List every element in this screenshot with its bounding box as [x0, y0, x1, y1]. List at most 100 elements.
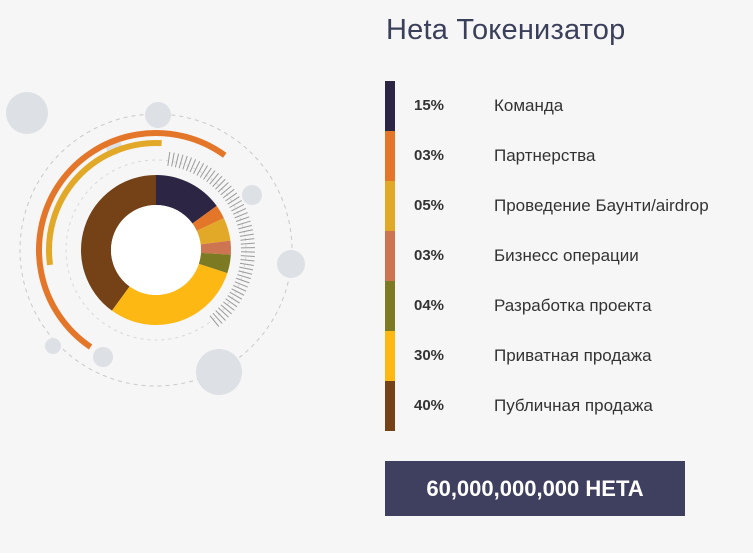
legend-row-team: 15% Команда: [385, 81, 745, 131]
yellow-outer-arc: [46, 140, 162, 266]
donut-chart: [0, 90, 330, 410]
tick: [229, 291, 243, 300]
tick: [182, 155, 188, 170]
tick: [237, 274, 251, 280]
tick: [231, 288, 245, 296]
tick: [223, 301, 235, 311]
legend-percent-partnerships: 03%: [414, 147, 445, 164]
legend-percent-development: 04%: [414, 297, 445, 314]
donut-slice: [192, 205, 224, 231]
tick-ring: [167, 151, 255, 327]
tick: [240, 238, 255, 241]
legend-row-partnerships: 03% Партнерства: [385, 131, 745, 181]
tick: [199, 165, 209, 178]
tick: [237, 220, 251, 226]
legend-row-development: 04% Разработка проекта: [385, 281, 745, 331]
tick: [238, 270, 253, 275]
legend-swatch-private-sale: [385, 331, 395, 381]
tick: [203, 167, 212, 180]
decor-bubble: [196, 349, 242, 395]
tick: [225, 298, 238, 308]
tick: [212, 312, 223, 324]
decor-bubble: [93, 347, 113, 367]
tick: [231, 203, 245, 212]
tick: [217, 182, 229, 193]
legend-percent-business: 03%: [414, 247, 445, 264]
legend-label-partnerships: Партнерства: [494, 146, 596, 165]
tick: [209, 315, 220, 327]
legend-percent-team: 15%: [414, 97, 445, 114]
tick: [238, 224, 253, 230]
donut-slices: [80, 175, 231, 325]
tick: [185, 157, 192, 171]
decor-bubble: [277, 250, 305, 278]
donut-chart-svg: [6, 92, 305, 395]
legend-row-bounty: 05% Проведение Баунти/airdrop: [385, 181, 745, 231]
legend-swatch-partnerships: [385, 131, 395, 181]
tick: [171, 152, 175, 167]
legend-row-public-sale: 40% Публичная продажа: [385, 381, 745, 431]
donut-slice: [196, 218, 231, 245]
tick: [167, 151, 171, 166]
tick: [222, 188, 235, 199]
tick: [206, 170, 216, 183]
legend-label-business: Бизнесс операции: [494, 246, 639, 265]
tick: [220, 185, 232, 196]
decorations: [6, 92, 305, 395]
tick: [234, 212, 248, 219]
legend-percent-public-sale: 40%: [414, 397, 445, 414]
tick: [220, 304, 232, 315]
tick: [196, 163, 205, 176]
decor-bubble: [45, 338, 61, 354]
donut-hole: [111, 205, 201, 295]
tick: [239, 229, 254, 234]
legend-swatch-business: [385, 231, 395, 281]
legend-label-team: Команда: [494, 96, 564, 115]
legend-percent-private-sale: 30%: [414, 347, 445, 364]
legend-row-business: 03% Бизнесс операции: [385, 231, 745, 281]
inner-dashed-ring: [65, 159, 247, 341]
legend-label-private-sale: Приватная продажа: [494, 346, 652, 365]
legend-swatch-development: [385, 281, 395, 331]
tick: [225, 192, 238, 202]
decor-bubble: [145, 102, 171, 128]
tick: [227, 196, 240, 205]
tick: [240, 258, 255, 262]
tick: [236, 277, 250, 284]
decor-bubble: [6, 92, 48, 134]
donut-slice: [198, 252, 231, 274]
tick: [215, 178, 226, 190]
legend-swatch-team: [385, 81, 395, 131]
legend-label-bounty: Проведение Баунти/airdrop: [494, 196, 709, 215]
tick: [193, 160, 201, 174]
orange-outer-arc: [35, 130, 227, 350]
tick: [235, 216, 250, 222]
tick: [218, 307, 229, 318]
donut-slice: [200, 240, 231, 255]
donut-slice: [111, 263, 228, 325]
tick: [232, 208, 247, 215]
tick: [212, 175, 223, 187]
legend-row-private-sale: 30% Приватная продажа: [385, 331, 745, 381]
tick: [240, 255, 255, 258]
legend-swatch-public-sale: [385, 381, 395, 431]
tick: [215, 310, 226, 321]
tick: [234, 281, 248, 288]
tick: [239, 262, 254, 266]
tick: [174, 153, 180, 168]
page-title: Heta Токенизатор: [386, 14, 626, 46]
tick: [229, 200, 242, 208]
legend: 15% Команда 03% Партнерства 05% Проведен…: [385, 81, 745, 431]
tick: [227, 295, 240, 304]
tick: [239, 266, 254, 271]
donut-slice: [80, 175, 156, 311]
legend-swatch-bounty: [385, 181, 395, 231]
legend-percent-bounty: 05%: [414, 197, 445, 214]
tick: [233, 284, 247, 292]
decor-bubble: [242, 185, 262, 205]
tick: [209, 172, 219, 185]
total-supply-badge: 60,000,000,000 HETA: [385, 461, 685, 516]
tick: [239, 233, 254, 237]
legend-label-public-sale: Публичная продажа: [494, 396, 653, 415]
tick: [178, 154, 184, 169]
